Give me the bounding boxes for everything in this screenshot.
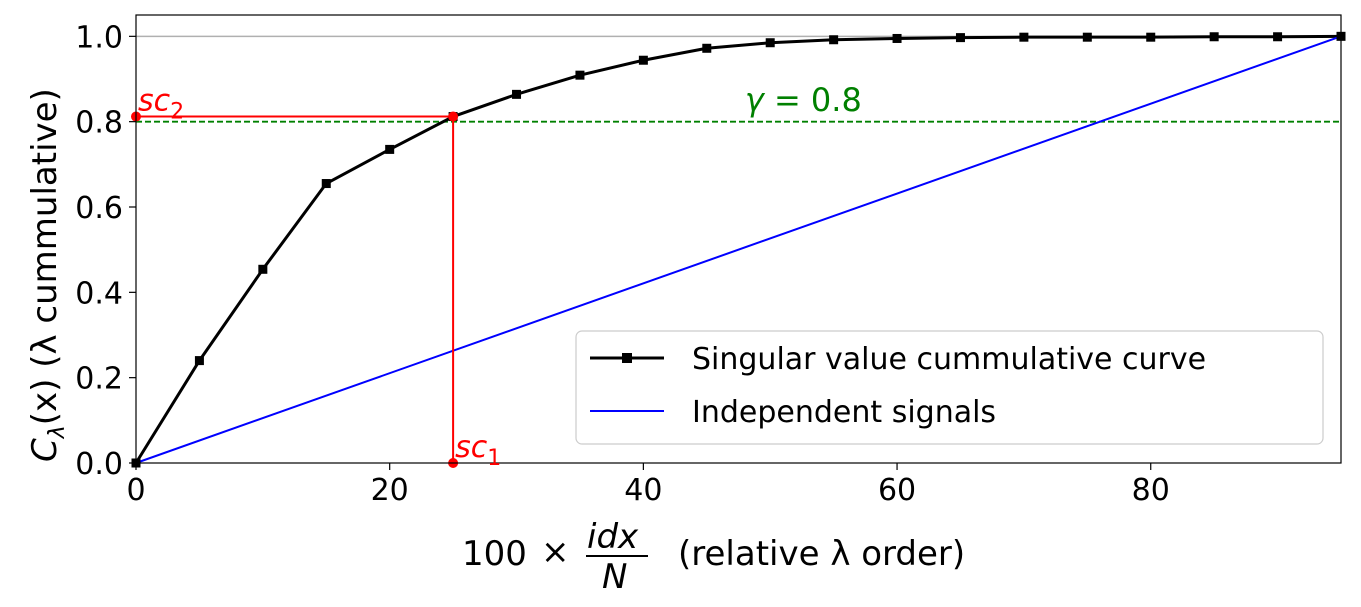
x-tick-label: 0	[126, 473, 145, 508]
legend-marker-singular	[622, 353, 632, 363]
data-point	[892, 33, 902, 43]
data-point	[1019, 32, 1029, 42]
sc2-sub: 2	[170, 100, 184, 125]
data-point	[955, 33, 965, 43]
data-point	[1082, 32, 1092, 42]
y-axis-label-subscript: λ	[45, 425, 70, 439]
y-tick-label: 0.0	[75, 447, 123, 482]
x-axis-label-prefix: 100	[462, 534, 527, 574]
intersection-point	[448, 111, 459, 122]
data-point	[765, 38, 775, 48]
sc1-base: sc	[455, 430, 488, 465]
x-axis-label-numerator: idx	[587, 517, 639, 557]
sc1-sub: 1	[487, 446, 501, 471]
axes-layer: 0 20 40 60 80 0.0 0.2 0.4 0.6 0.8 1.0	[75, 20, 1170, 508]
x-tick-label: 60	[878, 473, 916, 508]
legend-label-independent: Independent signals	[692, 395, 996, 430]
y-tick-label: 0.4	[75, 276, 123, 311]
data-point	[385, 144, 395, 154]
x-tick-label: 20	[371, 473, 409, 508]
data-point	[575, 70, 585, 80]
sc2-base: sc	[138, 84, 171, 119]
data-point	[512, 89, 522, 99]
x-axis-label-suffix: (relative λ order)	[678, 534, 965, 574]
y-tick-label: 0.8	[75, 106, 123, 141]
y-tick-label: 1.0	[75, 20, 123, 55]
threshold-value: = 0.8	[764, 81, 862, 119]
x-tick-label: 80	[1132, 473, 1170, 508]
sc2-label: sc2	[138, 84, 184, 125]
series-line-1	[135, 35, 1342, 464]
data-point	[1209, 32, 1219, 42]
sc1-label: sc1	[455, 430, 501, 471]
y-tick-label: 0.2	[75, 362, 123, 397]
annotation-layer	[131, 111, 459, 468]
data-point	[702, 43, 712, 53]
plot-frame	[135, 14, 1342, 464]
threshold-symbol: γ	[745, 81, 766, 119]
data-point	[638, 55, 648, 65]
data-point	[194, 356, 204, 366]
data-point	[1146, 32, 1156, 42]
legend: Singular value cummulative curve Indepen…	[575, 330, 1324, 445]
y-axis-label-main: C	[25, 438, 65, 462]
x-axis-label: 100 × idx N (relative λ order)	[462, 517, 965, 597]
legend-label-singular: Singular value cummulative curve	[692, 342, 1206, 377]
data-point	[829, 35, 839, 45]
data-point	[258, 264, 268, 274]
threshold-label: γ = 0.8	[745, 81, 862, 119]
x-tick-label: 40	[624, 473, 662, 508]
x-axis-label-denominator: N	[602, 557, 627, 597]
y-axis-label: Cλ(x) (λ cummulative)	[25, 88, 70, 462]
reference-lines	[136, 35, 1341, 123]
series-line-0	[134, 34, 1342, 464]
y-tick-label: 0.6	[75, 191, 123, 226]
svg-text:Cλ(x) (λ cummulative): Cλ(x) (λ cummulative)	[25, 88, 70, 462]
data-point	[1273, 32, 1283, 42]
data-point	[321, 179, 331, 189]
y-axis-label-arg: (x) (λ cummulative)	[25, 88, 65, 425]
legend-box	[575, 330, 1324, 445]
x-axis-label-times: ×	[541, 532, 570, 572]
